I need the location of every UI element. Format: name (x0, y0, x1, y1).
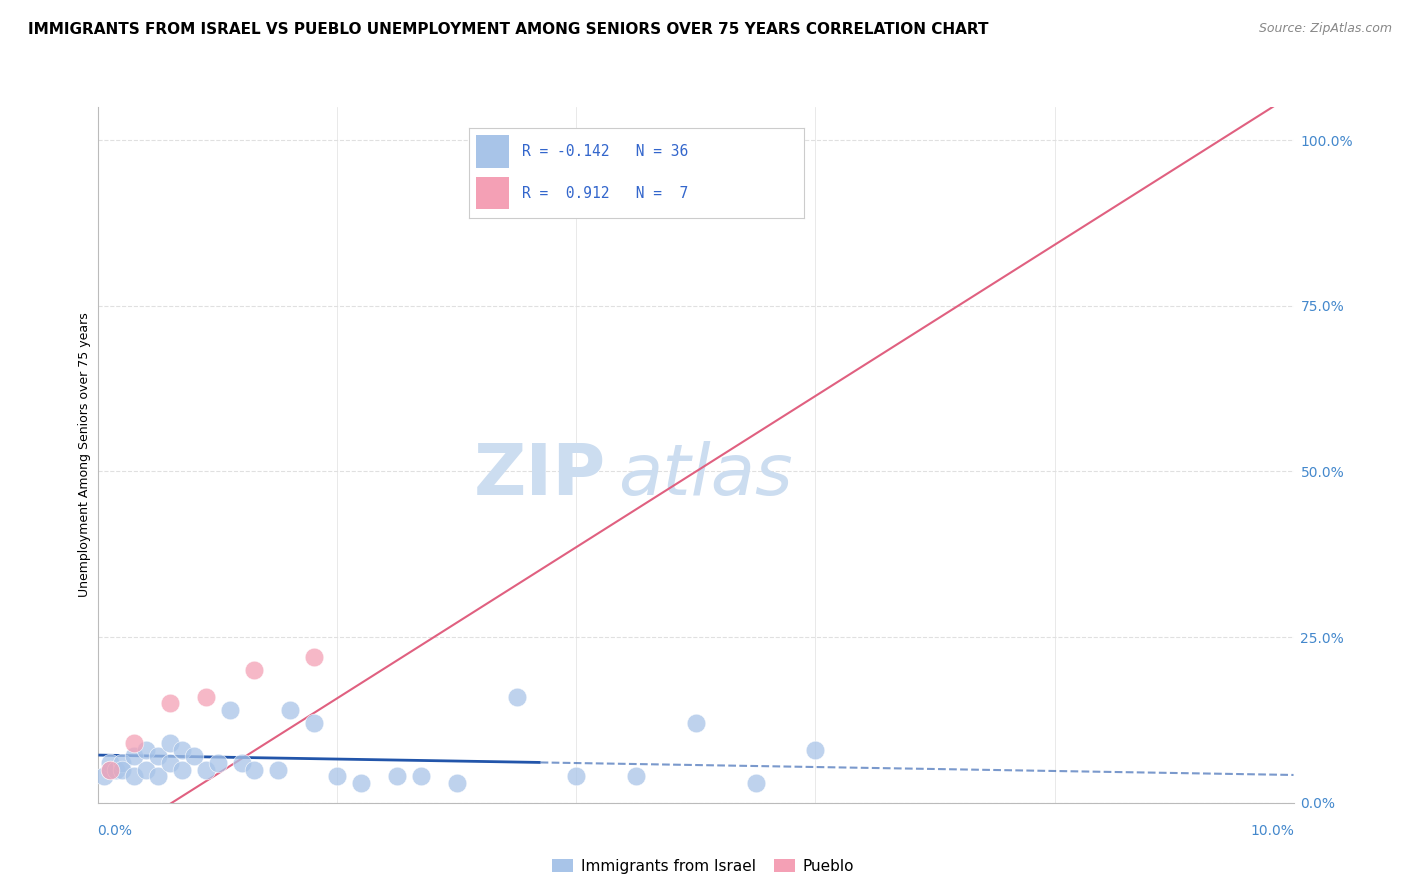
Text: atlas: atlas (619, 442, 793, 510)
Point (111, 763, 134, 777)
Point (685, 716, 707, 731)
Point (159, 736, 181, 750)
Point (804, 743, 827, 757)
Point (446, 776, 468, 790)
Point (148, 769, 170, 783)
Point (159, 756, 181, 770)
Point (105, 763, 128, 777)
Point (195, 763, 218, 777)
Point (111, 756, 134, 770)
Point (100, 763, 122, 777)
Point (231, 756, 253, 770)
Point (100, 763, 122, 777)
Point (148, 749, 170, 764)
Text: Source: ZipAtlas.com: Source: ZipAtlas.com (1258, 22, 1392, 36)
Point (159, 697, 181, 711)
Point (326, 769, 349, 783)
Point (93, 769, 115, 783)
Text: 10.0%: 10.0% (1251, 823, 1295, 838)
Text: 0.0%: 0.0% (97, 823, 132, 838)
Point (302, 650, 325, 665)
Point (172, 743, 194, 757)
Text: IMMIGRANTS FROM ISRAEL VS PUEBLO UNEMPLOYMENT AMONG SENIORS OVER 75 YEARS CORREL: IMMIGRANTS FROM ISRAEL VS PUEBLO UNEMPLO… (28, 22, 988, 37)
Point (411, 769, 433, 783)
Y-axis label: Unemployment Among Seniors over 75 years: Unemployment Among Seniors over 75 years (79, 312, 91, 598)
Point (506, 690, 529, 704)
Point (100, 756, 122, 770)
Point (172, 763, 194, 777)
Point (243, 663, 266, 677)
Point (385, 769, 409, 783)
Point (745, 776, 768, 790)
Point (219, 703, 242, 717)
Point (626, 769, 648, 783)
Point (207, 756, 229, 770)
Point (135, 743, 157, 757)
Legend: Immigrants from Israel, Pueblo: Immigrants from Israel, Pueblo (546, 853, 860, 880)
Point (124, 749, 146, 764)
Point (124, 736, 146, 750)
Point (650, 133, 672, 147)
Point (124, 769, 146, 783)
Point (183, 749, 205, 764)
Point (195, 690, 218, 704)
Point (243, 763, 266, 777)
Point (267, 763, 290, 777)
Point (278, 703, 301, 717)
Point (565, 769, 588, 783)
Point (350, 776, 373, 790)
Point (135, 763, 157, 777)
Text: ZIP: ZIP (474, 442, 606, 510)
Point (302, 716, 325, 731)
